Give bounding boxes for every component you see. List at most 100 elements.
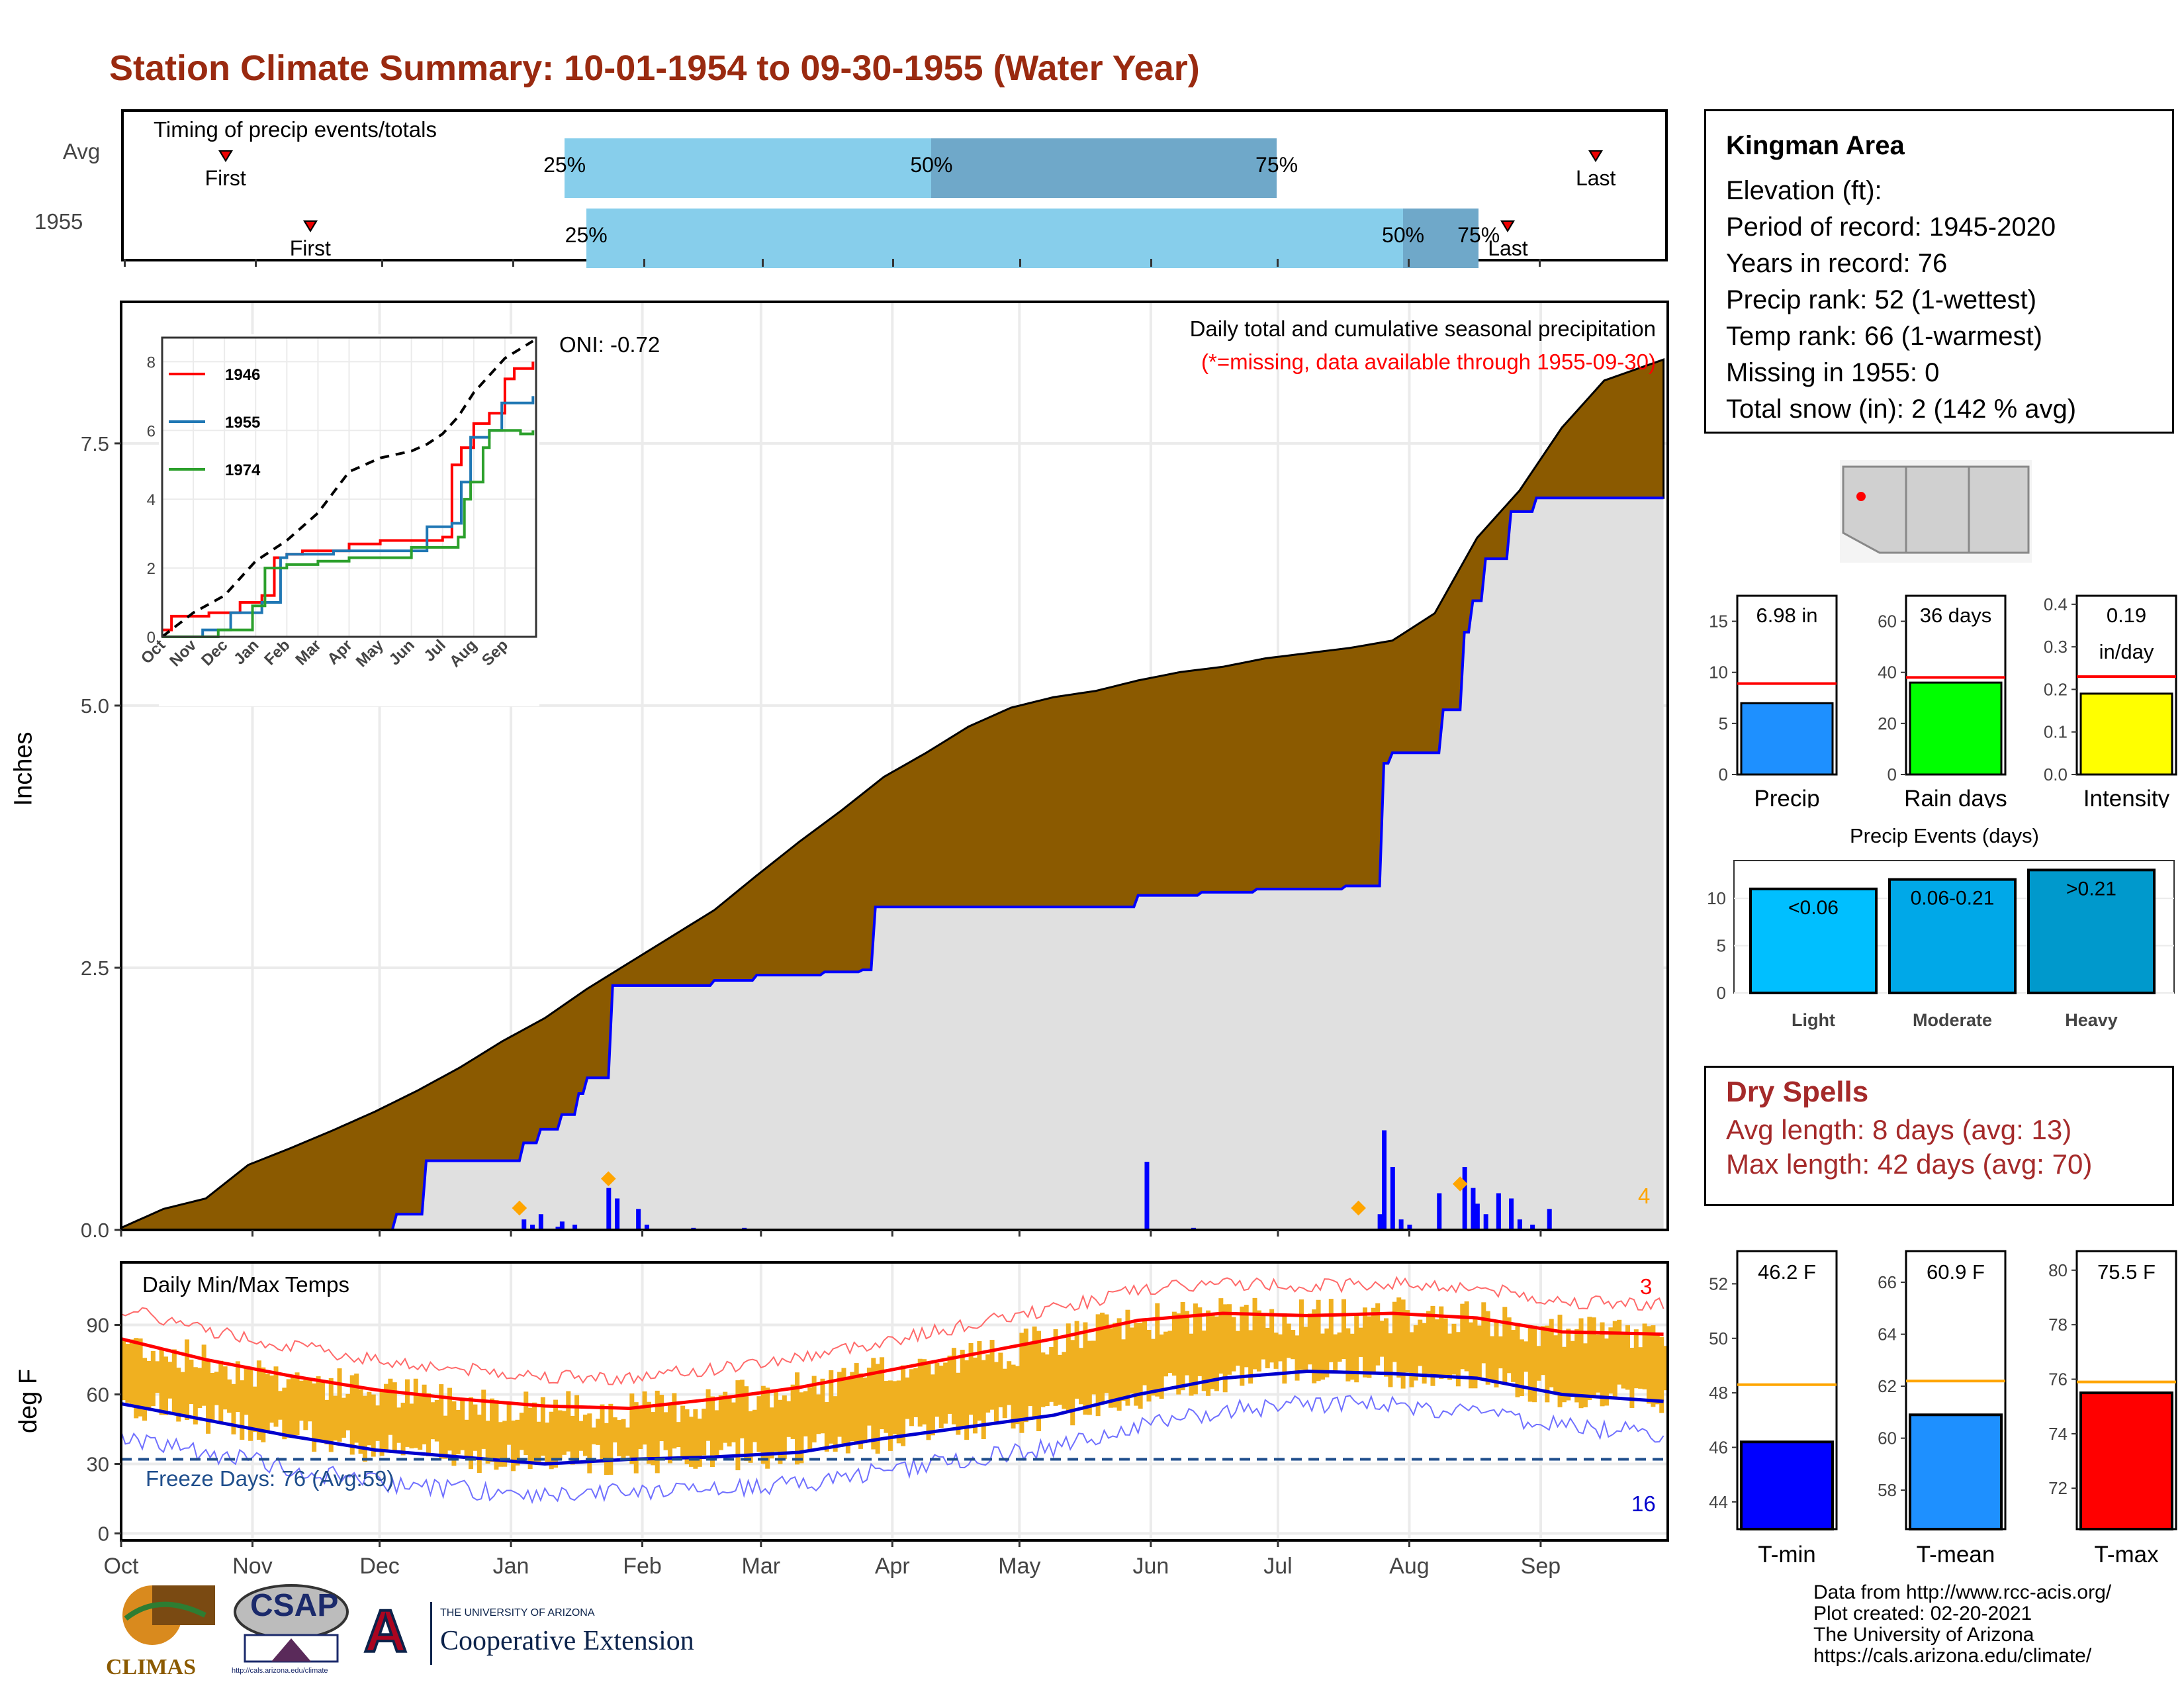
daily-temp-range-bar [333,1395,338,1441]
daily-temp-range-bar [121,1340,126,1401]
daily-temp-range-bar [155,1361,160,1393]
daily-temp-range-bar [1231,1317,1236,1372]
daily-temp-range-bar [1600,1322,1605,1407]
temp-x-tick-label: Mar [742,1554,781,1579]
daily-temp-range-bar [1282,1313,1287,1384]
ua-logo: A THE UNIVERSITY OF ARIZONA Cooperative … [363,1601,741,1668]
precip-missing-note: (*=missing, data available through 1955-… [1201,350,1656,374]
daily-temp-range-bar [845,1378,850,1454]
events-bar-light [1749,887,1878,994]
daily-temp-range-bar [1252,1297,1257,1370]
timing-axis-tick [1150,259,1152,267]
daily-temp-range-bar [557,1410,563,1460]
daily-temp-range-bar [1036,1331,1041,1432]
timing-axis-tick [892,259,895,267]
daily-temp-range-bar [1655,1333,1660,1405]
daily-temp-range-bar [1286,1323,1291,1358]
summary-bar-tick: 5 [1719,714,1728,733]
temp-bar-tick: 60 [1878,1429,1897,1448]
daily-temp-range-bar [142,1358,148,1421]
daily-temp-range-bar [1642,1323,1647,1389]
daily-temp-range-bar [1485,1311,1490,1385]
daily-temp-range-bar [651,1412,656,1466]
daily-temp-range-bar [371,1394,376,1457]
precip-y-tick-label: 0.0 [81,1219,109,1242]
daily-temp-range-bar [218,1360,224,1423]
temp-bar-tick: 80 [2048,1260,2068,1280]
daily-temp-range-bar [769,1407,774,1459]
daily-temp-range-bar [1206,1310,1211,1396]
temp-bar-tick: 78 [2048,1315,2068,1335]
precip-ylabel: Inches [9,731,38,806]
daily-temp-range-bar [362,1395,367,1462]
avg-max-temp-line [120,1311,1664,1411]
daily-temp-range-bar [600,1404,605,1463]
station-line: Missing in 1955: 0 [1726,358,1940,387]
daily-temp-range-bar [816,1394,821,1434]
timing-last-label: Last [1575,166,1616,190]
daily-temp-range-bar [1451,1323,1457,1375]
timing-first-label: First [205,166,246,190]
daily-temp-range-bar [905,1377,910,1419]
temp-bar-tick: 72 [2048,1478,2068,1498]
extreme-precip-marker [512,1200,527,1216]
summary-bar-value-unit: in/day [2099,640,2154,663]
daily-temp-range-bar [1303,1327,1308,1373]
summary-bar-tick: 40 [1878,663,1897,682]
daily-temp-range-bar [1058,1354,1063,1405]
daily-temp-range-bar [418,1394,423,1450]
temp-x-tick-label: Aug [1389,1554,1430,1579]
daily-temp-range-bar [760,1385,766,1464]
daily-temp-range-bar [795,1372,800,1465]
daily-temp-range-bar [774,1391,779,1452]
credit-line: https://cals.arizona.edu/climate/ [1813,1645,2092,1667]
daily-precip-bar [1377,1214,1383,1230]
daily-temp-range-bar [1083,1322,1088,1415]
daily-precip-bar [1437,1193,1442,1230]
daily-precip-bar [1547,1209,1552,1230]
daily-temp-range-bar [460,1397,465,1450]
daily-temp-range-bar [240,1380,245,1440]
timing-first-label: First [289,236,331,260]
ua-big-text: Cooperative Extension [440,1626,694,1656]
dry-spells-panel: Dry Spells Avg length: 8 days (avg: 13) … [1704,1066,2174,1206]
daily-temp-range-bar [1150,1338,1156,1396]
daily-precip-bar [606,1188,612,1230]
daily-temp-range-bar [887,1380,893,1451]
timing-axis-tick [1538,259,1541,267]
daily-temp-range-bar [1180,1301,1185,1391]
daily-temp-range-bar [455,1410,461,1454]
daily-temp-range-bar [1498,1336,1503,1369]
daily-temp-range-bar [282,1387,287,1440]
daily-temp-range-bar [1201,1331,1206,1391]
daily-temp-range-bar [1574,1329,1580,1403]
summary-bar-label: Rain days [1904,786,2007,808]
hot-count: 3 [1640,1274,1653,1299]
daily-temp-range-bar [1146,1329,1152,1402]
daily-temp-range-bar [1256,1310,1261,1372]
daily-temp-range-bar [1617,1319,1622,1385]
temp-bar-tick: 74 [2048,1424,2068,1444]
daily-temp-range-bar [837,1372,842,1437]
daily-temp-range-bar [1570,1340,1575,1395]
daily-temp-range-bar [922,1359,927,1425]
daily-temp-range-bar [1502,1307,1508,1383]
daily-temp-range-bar [1494,1321,1499,1387]
station-line: Total snow (in): 2 (142 % avg) [1726,395,2077,424]
temp-bar-value: 46.2 F [1758,1260,1816,1284]
page-title: Station Climate Summary: 10-01-1954 to 0… [109,48,1200,88]
csap-url: http://cals.arizona.edu/climate [232,1667,328,1675]
summary-bars: 6.98 in Precip 0 5 10 15 36 days Rain days 0 20 40… [1709,594,2177,808]
daily-temp-range-bar [1663,1346,1668,1391]
daily-temp-range-bar [655,1390,660,1474]
daily-temp-range-bar [1638,1347,1643,1389]
daily-temp-range-bar [1545,1325,1550,1403]
climas-emblem-icon [122,1585,215,1645]
daily-temp-range-bar [430,1402,435,1440]
daily-temp-range-bar [1363,1307,1368,1378]
daily-temp-range-bar [1540,1326,1545,1376]
daily-temp-range-bar [1621,1333,1626,1389]
daily-precip-bar [1398,1219,1404,1230]
daily-temp-range-bar [566,1391,571,1452]
daily-temp-range-bar [485,1421,490,1464]
